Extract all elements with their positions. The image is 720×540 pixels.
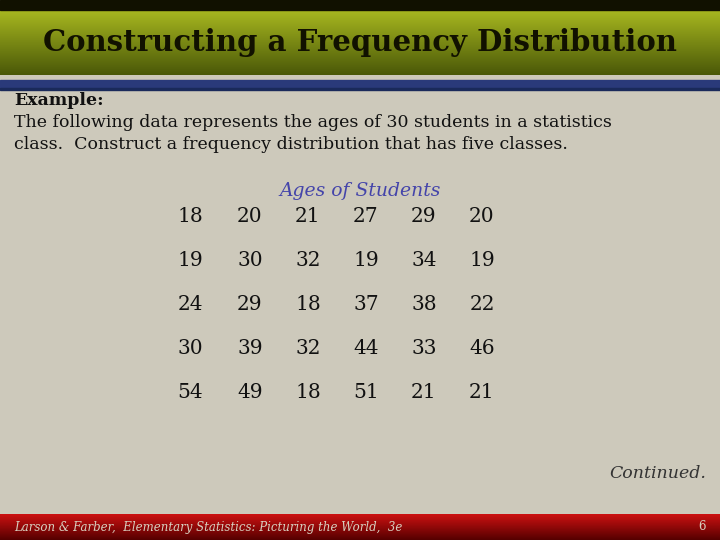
Text: 33: 33 — [411, 339, 437, 358]
Text: The following data represents the ages of 30 students in a statistics: The following data represents the ages o… — [14, 114, 612, 131]
Text: 38: 38 — [411, 295, 437, 314]
Text: 18: 18 — [295, 295, 321, 314]
Text: 21: 21 — [295, 207, 321, 226]
Text: 32: 32 — [295, 339, 320, 358]
Text: 22: 22 — [469, 295, 495, 314]
Text: Ages of Students: Ages of Students — [279, 182, 441, 200]
Text: 30: 30 — [177, 339, 203, 358]
Text: Continued.: Continued. — [609, 465, 706, 482]
Text: Example:: Example: — [14, 92, 104, 109]
Bar — [0, 0, 720, 10]
Text: 20: 20 — [237, 207, 263, 226]
Text: 34: 34 — [411, 251, 437, 270]
Text: 19: 19 — [177, 251, 203, 270]
Bar — [0, 88, 720, 90]
Text: 21: 21 — [411, 383, 437, 402]
Text: Larson & Farber,  Elementary Statistics: Picturing the World,  3e: Larson & Farber, Elementary Statistics: … — [14, 521, 402, 534]
Text: 20: 20 — [469, 207, 495, 226]
Text: 24: 24 — [177, 295, 203, 314]
Text: 32: 32 — [295, 251, 320, 270]
Text: 19: 19 — [469, 251, 495, 270]
Text: 29: 29 — [411, 207, 437, 226]
Text: 29: 29 — [237, 295, 263, 314]
Text: 51: 51 — [353, 383, 379, 402]
Text: 39: 39 — [237, 339, 263, 358]
Text: 44: 44 — [354, 339, 379, 358]
Text: 54: 54 — [177, 383, 203, 402]
Text: 19: 19 — [353, 251, 379, 270]
Text: class.  Construct a frequency distribution that has five classes.: class. Construct a frequency distributio… — [14, 136, 568, 153]
Text: 21: 21 — [469, 383, 495, 402]
Text: 18: 18 — [295, 383, 321, 402]
Text: 30: 30 — [237, 251, 263, 270]
Text: Constructing a Frequency Distribution: Constructing a Frequency Distribution — [43, 28, 677, 57]
Text: 6: 6 — [698, 521, 706, 534]
Text: 27: 27 — [354, 207, 379, 226]
Text: 46: 46 — [469, 339, 495, 358]
Text: 37: 37 — [354, 295, 379, 314]
Bar — [0, 80, 720, 88]
Text: 49: 49 — [237, 383, 263, 402]
Text: 18: 18 — [177, 207, 203, 226]
